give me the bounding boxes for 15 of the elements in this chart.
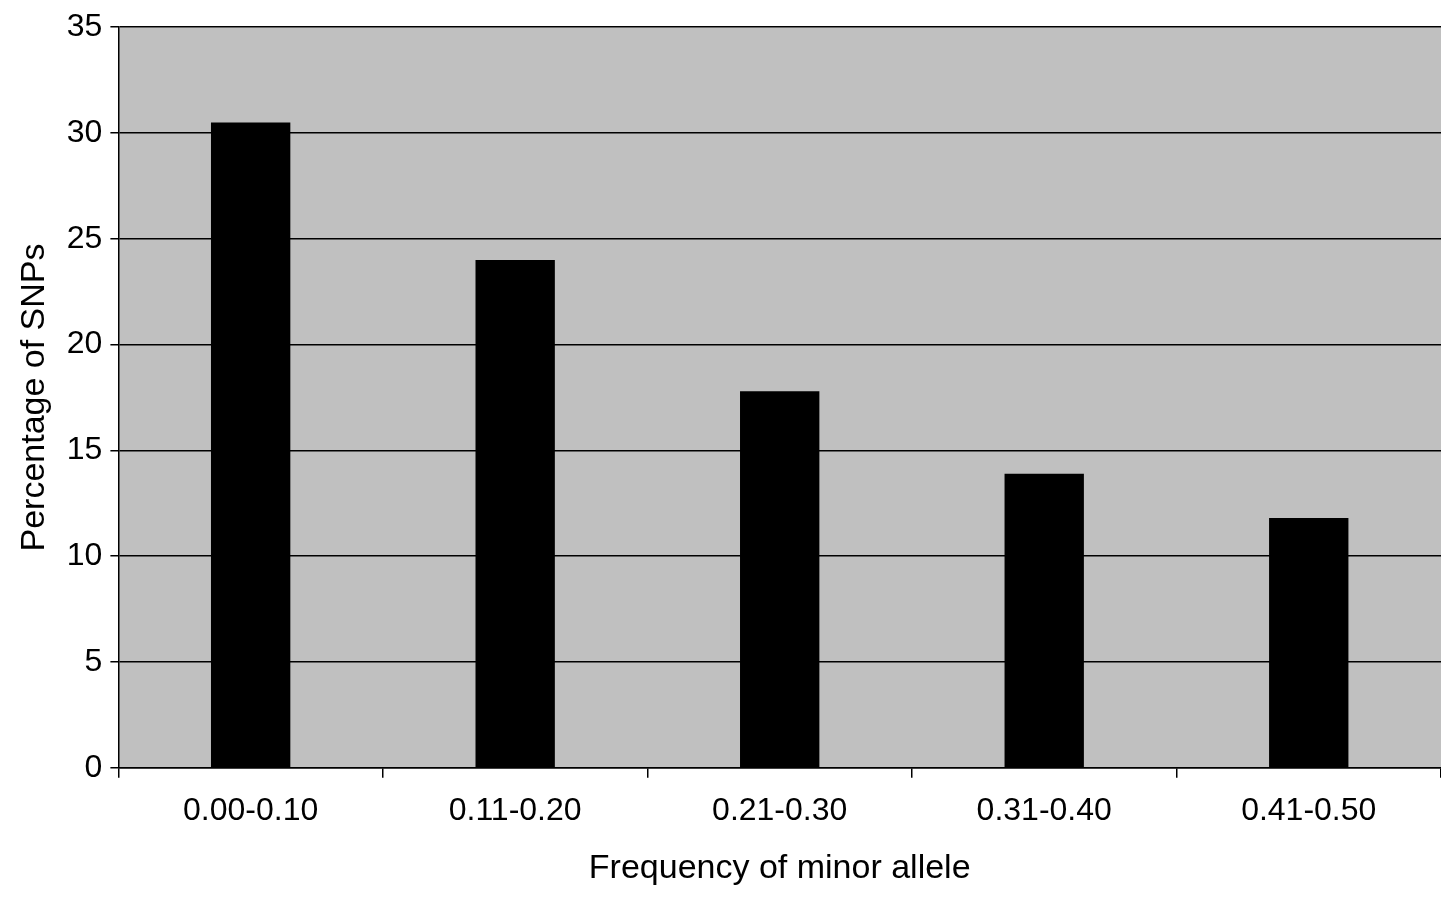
y-tick-label: 30: [66, 112, 103, 149]
y-tick-label: 35: [66, 7, 103, 44]
y-tick-label: 5: [84, 641, 103, 678]
y-tick-label: 10: [66, 536, 103, 573]
x-tick-label: 0.00-0.10: [183, 790, 319, 827]
y-tick-label: 0: [84, 747, 103, 784]
x-axis-title: Frequency of minor allele: [588, 846, 971, 885]
y-tick-label: 20: [66, 324, 103, 361]
y-tick-label: 15: [66, 430, 103, 467]
x-tick-label: 0.11-0.20: [448, 790, 582, 827]
y-axis-title: Percentage of SNPs: [12, 243, 51, 552]
x-tick-label: 0.31-0.40: [976, 790, 1112, 827]
y-tick-label: 25: [66, 218, 103, 255]
x-tick-label: 0.41-0.50: [1241, 790, 1377, 827]
x-tick-label: 0.21-0.30: [712, 790, 848, 827]
